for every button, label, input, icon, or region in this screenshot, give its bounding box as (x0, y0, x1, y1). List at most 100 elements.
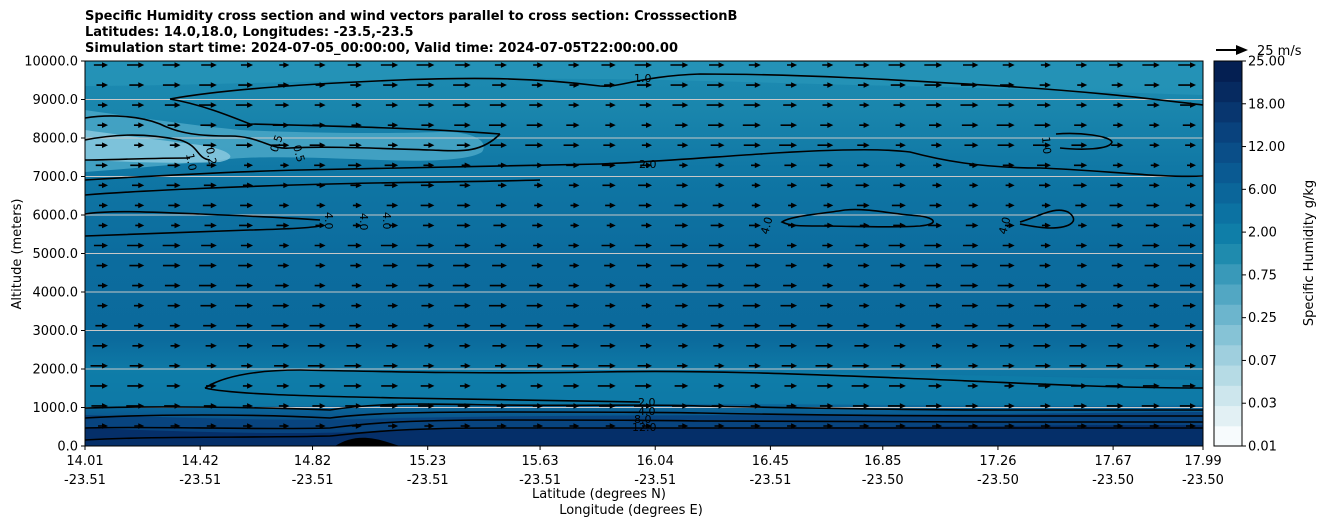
wind-vector (605, 282, 616, 289)
wind-vector (242, 383, 254, 389)
wind-vector (1150, 162, 1160, 169)
wind-vector (1037, 162, 1051, 169)
wind-vector (1041, 202, 1051, 209)
wind-vector (383, 363, 399, 369)
wind-vector (817, 322, 834, 329)
wind-vector (925, 403, 943, 409)
wind-vector (1149, 322, 1160, 329)
wind-vector (348, 162, 362, 169)
wind-vector (779, 142, 798, 149)
wind-vector (316, 182, 326, 189)
wind-vector (928, 383, 943, 389)
wind-vector (787, 242, 798, 249)
wind-vector (418, 282, 435, 289)
wind-vector (280, 182, 290, 189)
wind-vector (893, 182, 906, 189)
wind-vector (315, 262, 326, 269)
wind-vector (605, 202, 616, 209)
wind-vector (423, 322, 435, 329)
wind-vector (314, 102, 326, 108)
wind-vector (1111, 82, 1124, 88)
wind-vector (604, 82, 616, 88)
contour-label: 1.0 (634, 72, 652, 85)
wind-vector (314, 242, 326, 249)
x-tick-label-lon: -23.51 (519, 473, 561, 488)
wind-vector (569, 423, 580, 429)
wind-vector (532, 222, 544, 229)
wind-vector (787, 62, 798, 68)
wind-vector (641, 222, 652, 229)
wind-vector (960, 262, 979, 269)
wind-vector (1149, 182, 1160, 189)
wind-vector (932, 182, 943, 189)
wind-vector (785, 262, 798, 269)
wind-vector (455, 242, 471, 249)
wind-vector (1073, 182, 1088, 189)
wind-vector (1039, 262, 1051, 269)
wind-vector (997, 142, 1015, 149)
wind-vector (641, 302, 652, 309)
wind-vector (315, 222, 326, 229)
x-tick-label-lon: -23.51 (292, 473, 334, 488)
wind-vector (677, 142, 689, 149)
wind-vector (706, 282, 725, 289)
wind-vector (488, 302, 507, 309)
x-tick-label-lon: -23.50 (977, 473, 1019, 488)
wind-vector (526, 302, 544, 309)
wind-vector (851, 383, 870, 389)
wind-vector (347, 62, 362, 68)
contour-2-0-left (85, 179, 541, 196)
wind-vector (743, 142, 761, 149)
wind-vector (1113, 102, 1124, 108)
contour-label: 8.0 (634, 413, 652, 426)
wind-vector (895, 322, 906, 329)
wind-vector (962, 242, 979, 249)
colorbar-frame (1213, 60, 1243, 447)
wind-vector (494, 62, 507, 68)
wind-vector (1002, 162, 1015, 169)
wind-vector (1073, 403, 1088, 409)
wind-vector (1034, 302, 1051, 309)
x-tick-label-lon: -23.51 (407, 473, 449, 488)
wind-vector (169, 363, 181, 369)
wind-vector (968, 363, 979, 369)
wind-vector (243, 423, 254, 429)
wind-vector (672, 102, 689, 108)
wind-vector (742, 122, 761, 128)
colorbar-swatch (1214, 324, 1242, 346)
wind-vector (750, 423, 761, 429)
colorbar-swatch (1214, 283, 1242, 305)
wind-vector (857, 82, 870, 88)
wind-vector (670, 62, 689, 68)
x-tick-label-lon: -23.51 (749, 473, 791, 488)
wind-vector (708, 122, 725, 128)
wind-vector (385, 102, 399, 108)
colorbar-tick-label: 6.00 (1248, 183, 1277, 198)
colorbar-swatch (1214, 202, 1242, 224)
wind-vector (823, 202, 834, 209)
wind-vector (97, 302, 108, 309)
wind-vector (968, 423, 979, 429)
wind-vector (597, 383, 616, 389)
wind-vector (93, 62, 108, 68)
wind-vector (98, 222, 108, 229)
wind-vector (743, 282, 761, 289)
wind-vector (997, 282, 1015, 289)
colorbar-swatch (1214, 121, 1242, 143)
wind-vector (315, 82, 326, 88)
x-tick-label-lon: -23.51 (634, 473, 676, 488)
wind-vector (387, 142, 399, 149)
wind-vector (459, 342, 471, 349)
wind-vector (820, 122, 834, 128)
wind-vector (1106, 363, 1124, 369)
wind-vector (999, 262, 1015, 269)
wind-vector (127, 383, 145, 389)
wind-vector (932, 423, 943, 429)
wind-vector (742, 302, 761, 309)
wind-vector (309, 383, 326, 389)
wind-vector (489, 102, 507, 108)
wind-vector (201, 242, 217, 249)
y-tick-label: 6000.0 (33, 209, 79, 224)
wind-vector (203, 403, 217, 409)
wind-vector (568, 242, 580, 249)
